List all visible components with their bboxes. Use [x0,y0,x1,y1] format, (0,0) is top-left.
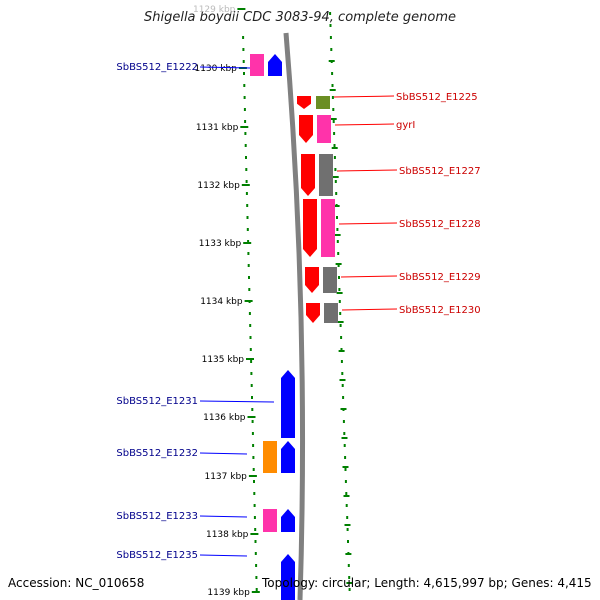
cog-gray-box [323,267,337,293]
forward-gene-arrow [281,370,295,438]
reverse-gene-leader [333,95,395,98]
forward-gene-label: SbBS512_E1222 [116,62,198,73]
cog-magenta-box [263,509,277,532]
forward-gene-label: SbBS512_E1231 [116,396,198,407]
kbp-tick-label: 1139 kbp [207,588,250,598]
reverse-gene-arrow [297,96,311,109]
topology-label: Topology: [262,576,319,590]
cog-magenta-box [317,115,331,143]
reverse-gene-label: gyrI [396,120,415,131]
genes-layer: SbBS512_E1222 SbBS512_E1231 SbBS512_E1232 S… [116,54,481,600]
kbp-tick-label: 1130 kbp [194,64,237,74]
reverse-gene-leader [340,275,398,278]
genes-label: Genes: [511,576,554,590]
reverse-gene-leader [334,123,395,126]
reverse-gene-arrow [305,267,319,293]
reverse-gene-label: SbBS512_E1225 [396,92,478,103]
reverse-gene-label: SbBS512_E1227 [399,166,481,177]
tick-marks-layer [242,12,353,591]
forward-gene-arrow [281,441,295,473]
forward-gene-leader [199,66,251,69]
accession-info: Accession: NC_010658 [8,576,144,590]
genome-backbone [283,32,306,600]
forward-gene-arrow [281,554,295,600]
forward-gene-label: SbBS512_E1232 [116,448,198,459]
reverse-gene-label: SbBS512_E1228 [399,219,481,230]
reverse-gene-leader [338,222,398,225]
reverse-gene-arrow [301,154,315,196]
forward-gene-leader [199,554,248,557]
reverse-gene-arrow [306,303,320,323]
accession-value: NC_010658 [75,576,145,590]
length-label: Length: [374,576,420,590]
kbp-tick-label: 1129 kbp [193,5,236,15]
kbp-tick-label: 1132 kbp [197,181,240,191]
map-title: Shigella boydii CDC 3083-94, complete ge… [143,10,457,25]
reverse-gene-label: SbBS512_E1229 [399,272,481,283]
kbp-tick-label: 1138 kbp [206,530,249,540]
cog-magenta-box [321,199,335,257]
forward-gene-leader [199,452,248,455]
kbp-tick-label: 1131 kbp [196,123,239,133]
cog-olive-box [316,96,330,109]
genome-stats: Topology: circular; Length: 4,615,997 bp… [262,576,592,590]
forward-gene-label: SbBS512_E1235 [116,550,198,561]
cog-gray-box [324,303,338,323]
topology-value: circular [321,576,367,590]
kbp-tick-label: 1134 kbp [200,297,243,307]
forward-gene-leader [199,400,275,403]
reverse-gene-leader [341,308,398,311]
kbp-tick-label: 1135 kbp [202,355,245,365]
forward-gene-arrow [281,509,295,532]
forward-gene-leader [199,515,248,518]
reverse-gene-label: SbBS512_E1230 [399,305,481,316]
reverse-gene-arrow [299,115,313,143]
reverse-gene-leader [336,169,398,172]
kbp-tick-label: 1136 kbp [203,413,246,423]
genes-value: 4,415 [557,576,592,590]
length-value: 4,615,997 bp [423,576,504,590]
forward-gene-label: SbBS512_E1233 [116,511,198,522]
accession-label: Accession: [8,576,72,590]
cog-orange-box [263,441,277,473]
kbp-tick-label: 1137 kbp [204,472,247,482]
tick-labels-layer: 1129 kbp 1130 kbp 1131 kbp 1132 kbp 1133 kbp… [193,5,260,598]
cog-gray-box [319,154,333,196]
forward-gene-arrow [268,54,282,76]
reverse-gene-arrow [303,199,317,257]
cog-magenta-box [250,54,264,76]
kbp-tick-label: 1133 kbp [199,239,242,249]
